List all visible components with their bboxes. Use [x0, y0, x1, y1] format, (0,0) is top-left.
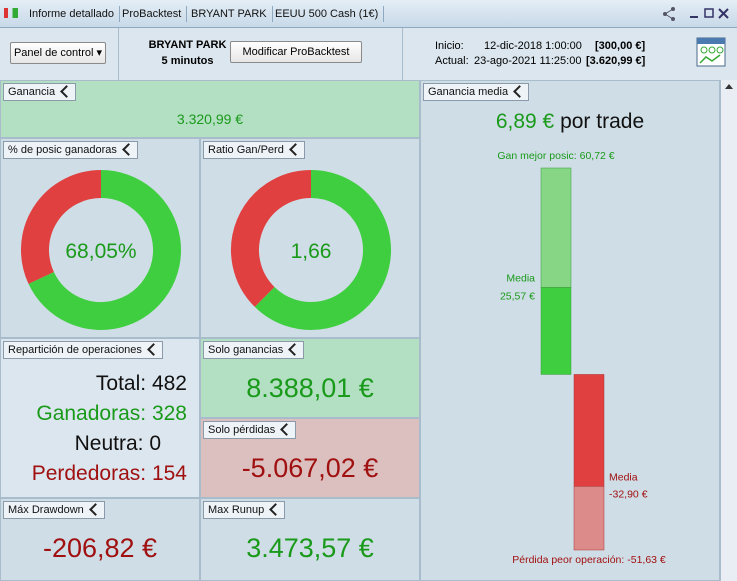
avg-value: 6,89 €: [495, 110, 555, 133]
panel-dropdown[interactable]: Panel de control ▾: [10, 42, 106, 64]
dist-label: Perdedoras:: [31, 462, 147, 485]
tab[interactable]: BRYANT PARK: [186, 6, 273, 22]
dist-value: 328: [151, 402, 187, 425]
scrollbar[interactable]: [720, 80, 737, 581]
mean-loss-label: -32,90 €: [609, 488, 648, 500]
avg-suffix: por trade: [560, 110, 645, 133]
losses-only-value: -5.067,02 €: [241, 453, 379, 483]
gain-value: 3.320,99 €: [176, 111, 244, 127]
start-date: 12-dic-2018 1:00:00: [484, 40, 582, 52]
panel-header[interactable]: Ganancia: [3, 83, 77, 101]
panel-header[interactable]: Repartición de operaciones: [3, 341, 163, 359]
tab[interactable]: Informe detallado: [24, 6, 120, 22]
start-value: [300,00 €]: [595, 40, 646, 52]
start-label: Inicio:: [435, 40, 464, 52]
runup-panel: Max Runup 3.473,57 €: [200, 498, 420, 581]
separator: [402, 28, 403, 80]
title-bar: Informe detallado ProBacktest BRYANT PAR…: [0, 0, 737, 28]
worst-label: Pérdida peor operación: -51,63 €: [512, 554, 666, 566]
current-date: 23-ago-2021 11:25:00: [474, 55, 582, 67]
dist-row: Total: 482: [96, 372, 187, 396]
avg-gain-panel: Ganancia media 6,89 € por trade Gan mejo…: [420, 80, 720, 581]
gains-only-value: 8.388,01 €: [246, 373, 374, 403]
app-icon: [4, 8, 18, 18]
current-label: Actual:: [435, 55, 469, 67]
ratio-panel: Ratio Gan/Perd 1,66: [200, 138, 420, 338]
losses-only-panel: Solo pérdidas -5.067,02 €: [200, 418, 420, 498]
report-icon[interactable]: [696, 36, 728, 70]
dist-label: Ganadoras:: [36, 402, 147, 425]
button-label: Panel de control: [13, 47, 94, 59]
runup-value: 3.473,57 €: [246, 533, 374, 563]
dist-row: Ganadoras: 328: [36, 402, 187, 426]
toolbar: Panel de control ▾ BRYANT PARK 5 minutos…: [0, 28, 737, 81]
dist-label: Neutra:: [74, 432, 144, 455]
dist-value: 482: [151, 372, 187, 395]
dist-row: Neutra: 0: [75, 432, 161, 456]
donut-win: [254, 170, 391, 330]
panel-header[interactable]: Máx Drawdown: [3, 501, 105, 519]
tab[interactable]: ProBacktest: [117, 6, 188, 22]
dist-label: Total:: [95, 372, 147, 395]
gain-panel: Ganancia 3.320,99 €: [0, 80, 420, 138]
best-label: Gan mejor posic: 60,72 €: [497, 150, 614, 162]
best-bar: [540, 167, 572, 288]
drawdown-value: -206,82 €: [42, 533, 158, 563]
panel-header[interactable]: Max Runup: [203, 501, 286, 519]
window-controls[interactable]: [655, 4, 735, 24]
donut-win: [28, 170, 181, 330]
tab[interactable]: EEUU 500 Cash (1€): [270, 6, 385, 22]
panel-header[interactable]: Solo pérdidas: [203, 421, 297, 439]
headline: 6,89 € por trade: [421, 110, 719, 134]
donut-loss: [231, 170, 312, 307]
drawdown-panel: Máx Drawdown -206,82 €: [0, 498, 200, 581]
donut-label: 1,66: [291, 240, 332, 263]
panel-header[interactable]: Solo ganancias: [203, 341, 305, 359]
dist-value: 0: [149, 432, 161, 455]
dist-row: Perdedoras: 154: [32, 462, 187, 486]
gains-only-panel: Solo ganancias 8.388,01 €: [200, 338, 420, 418]
mean-gain-bar: [540, 287, 572, 375]
mean-loss-title: Media: [609, 471, 638, 483]
donut-chart: 1,66: [231, 170, 391, 330]
modify-button[interactable]: Modificar ProBacktest: [230, 41, 362, 63]
panel-header[interactable]: % de posic ganadoras: [3, 141, 138, 159]
mean-gain-title: Media: [506, 273, 535, 285]
system-name: BRYANT PARK: [148, 39, 227, 51]
mean-loss-bar: [573, 374, 605, 487]
donut-label: 68,05%: [65, 240, 136, 263]
scroll-arrow[interactable]: [725, 84, 733, 89]
donut-loss: [21, 170, 102, 284]
donut-chart: 68,05%: [21, 170, 181, 330]
mean-gain-label: 25,57 €: [500, 291, 535, 303]
current-value: [3.620,99 €]: [586, 55, 646, 67]
worst-bar: [573, 486, 605, 551]
panel-header[interactable]: Ganancia media: [423, 83, 530, 101]
timeframe: 5 minutos: [161, 55, 214, 67]
distribution-panel: Repartición de operaciones Total: 482 Ga…: [0, 338, 200, 498]
range-chart: Gan mejor posic: 60,72 € Media 25,57 € Medi…: [497, 150, 666, 566]
panel-header[interactable]: Ratio Gan/Perd: [203, 141, 305, 159]
win-pct-panel: % de posic ganadoras 68,05%: [0, 138, 200, 338]
dist-value: 154: [151, 462, 187, 485]
separator: [118, 28, 119, 80]
